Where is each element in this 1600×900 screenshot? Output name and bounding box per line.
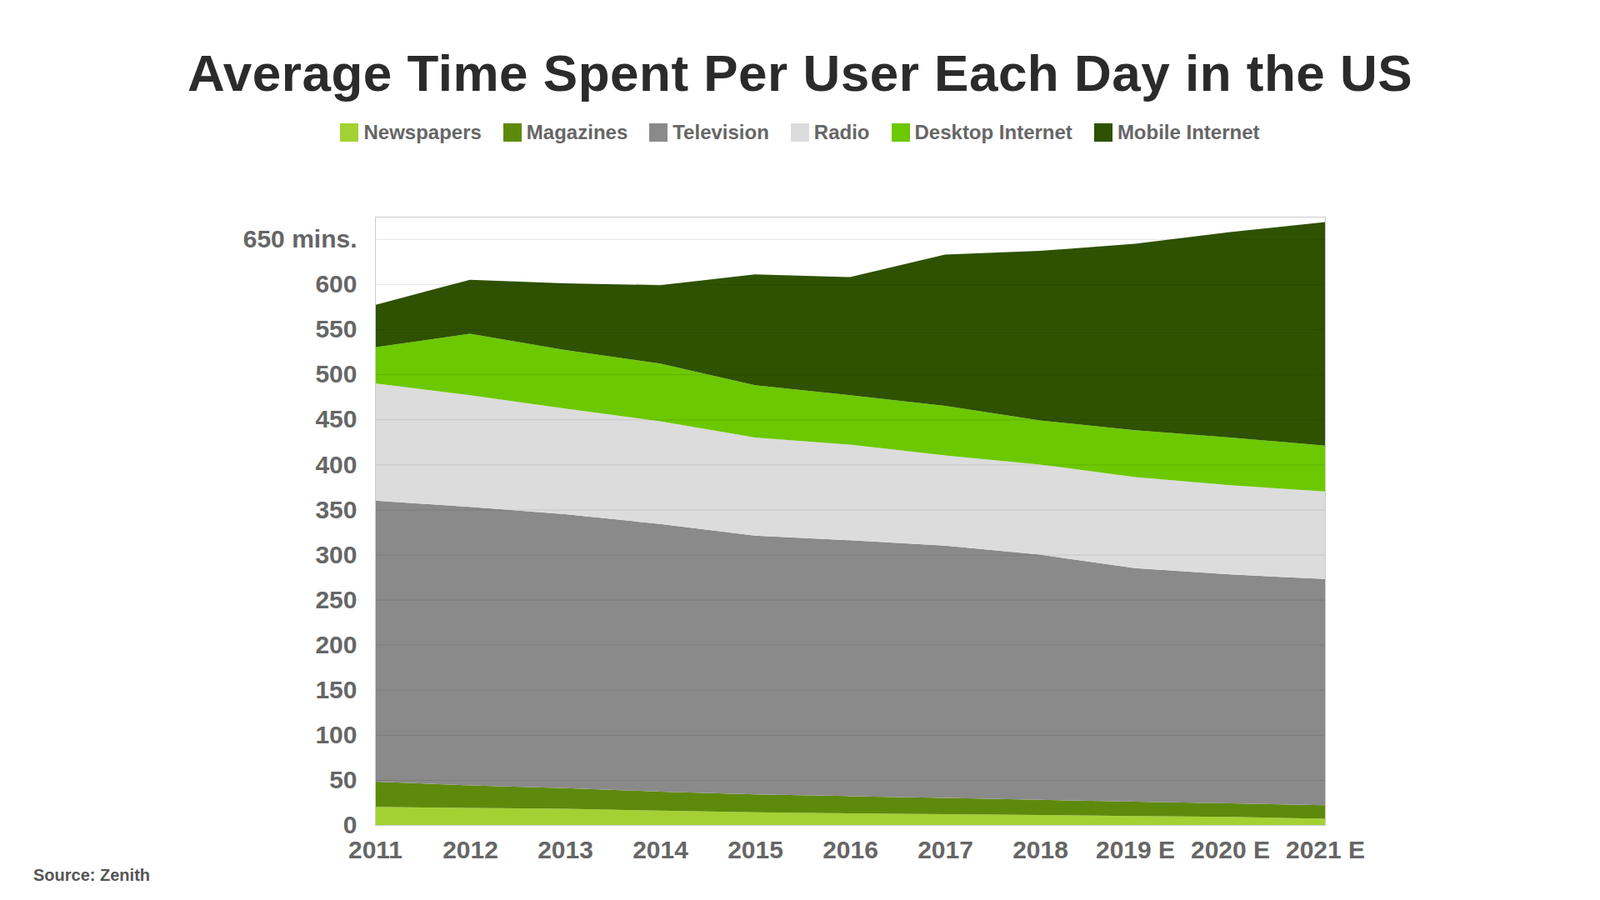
html-text:Desktop Internet: Desktop Internet: [914, 120, 1073, 144]
svg-text:2013: 2013: [537, 835, 594, 864]
svg-text:100: 100: [315, 720, 357, 749]
svg-text:550: 550: [315, 315, 357, 343]
svg-text:2017: 2017: [917, 835, 974, 864]
svg-text:250: 250: [315, 585, 357, 614]
svg-text:0: 0: [343, 810, 358, 839]
html-text:Mobile Internet: Mobile Internet: [1117, 120, 1260, 144]
svg-text:400: 400: [315, 450, 357, 479]
html-text:Magazines: Magazines: [526, 120, 628, 144]
svg-text:2019 E: 2019 E: [1095, 835, 1175, 864]
svg-text:450: 450: [315, 405, 357, 433]
svg-text:300: 300: [315, 540, 357, 569]
svg-text:2015: 2015: [727, 835, 784, 864]
svg-text:50: 50: [329, 765, 357, 794]
svg-text:150: 150: [315, 675, 357, 704]
html-text:Average Time Spent Per User Ea: Average Time Spent Per User Each Day in …: [187, 44, 1413, 102]
svg-text:200: 200: [315, 630, 357, 659]
svg-text:2011: 2011: [348, 835, 403, 864]
html-text:Radio: Radio: [814, 120, 870, 144]
html-text:Source: Zenith: Source: Zenith: [33, 865, 150, 885]
html-text:Television: Television: [672, 120, 769, 144]
svg-text:2018: 2018: [1012, 835, 1069, 864]
svg-text:350: 350: [315, 495, 357, 524]
svg-text:2016: 2016: [822, 835, 879, 864]
html-text:Newspapers: Newspapers: [363, 120, 482, 144]
svg-text:2014: 2014: [632, 835, 689, 864]
svg-text:2020 E: 2020 E: [1190, 835, 1270, 864]
svg-text:2021 E: 2021 E: [1285, 835, 1365, 864]
svg-text:500: 500: [315, 360, 357, 388]
svg-text:600: 600: [315, 270, 357, 298]
svg-text:2012: 2012: [442, 835, 499, 864]
svg-text:650 mins.: 650 mins.: [243, 225, 358, 253]
